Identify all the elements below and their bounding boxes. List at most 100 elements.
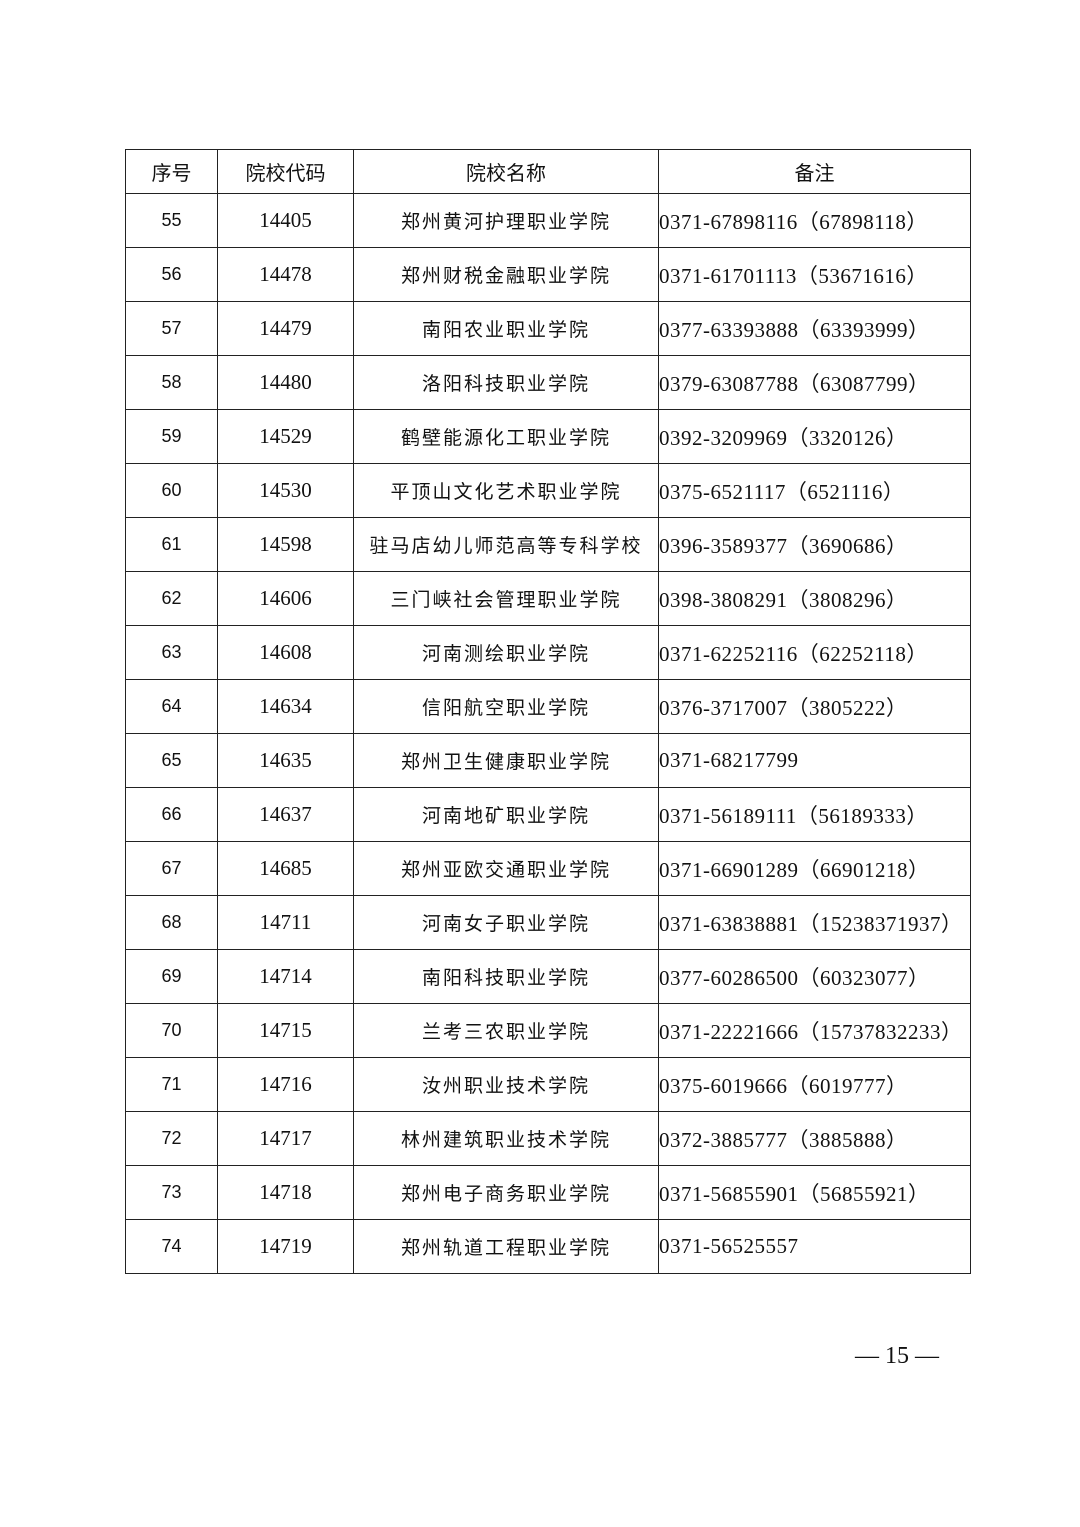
- table-row: 62 14606 三门峡社会管理职业学院 0398-3808291（3808296）: [125, 571, 971, 626]
- header-name: 院校名称: [353, 149, 659, 194]
- college-name: 平顶山文化艺术职业学院: [353, 463, 659, 518]
- table-header-row: 序号 院校代码 院校名称 备注: [125, 149, 971, 194]
- contact-note: 0372-3885777（3885888）: [658, 1111, 971, 1166]
- table-row: 66 14637 河南地矿职业学院 0371-56189111（56189333）: [125, 787, 971, 842]
- row-index: 69: [125, 949, 218, 1004]
- row-index: 67: [125, 841, 218, 896]
- contact-note: 0377-63393888（63393999）: [658, 301, 971, 356]
- college-code: 14711: [217, 895, 354, 950]
- table-row: 64 14634 信阳航空职业学院 0376-3717007（3805222）: [125, 679, 971, 734]
- college-name: 鹤壁能源化工职业学院: [353, 409, 659, 464]
- table-row: 71 14716 汝州职业技术学院 0375-6019666（6019777）: [125, 1057, 971, 1112]
- contact-note: 0371-68217799: [658, 733, 971, 788]
- row-index: 61: [125, 517, 218, 572]
- college-name: 兰考三农职业学院: [353, 1003, 659, 1058]
- table-row: 61 14598 驻马店幼儿师范高等专科学校 0396-3589377（3690686…: [125, 517, 971, 572]
- row-index: 65: [125, 733, 218, 788]
- college-code: 14608: [217, 625, 354, 680]
- college-code: 14685: [217, 841, 354, 896]
- row-index: 60: [125, 463, 218, 518]
- contact-note: 0371-56189111（56189333）: [658, 787, 971, 842]
- college-name: 郑州黄河护理职业学院: [353, 193, 659, 248]
- college-name: 南阳农业职业学院: [353, 301, 659, 356]
- college-name: 郑州财税金融职业学院: [353, 247, 659, 302]
- college-code: 14718: [217, 1165, 354, 1220]
- row-index: 64: [125, 679, 218, 734]
- header-code: 院校代码: [217, 149, 354, 194]
- contact-note: 0371-66901289（66901218）: [658, 841, 971, 896]
- table-row: 57 14479 南阳农业职业学院 0377-63393888（63393999）: [125, 301, 971, 356]
- row-index: 58: [125, 355, 218, 410]
- table-row: 72 14717 林州建筑职业技术学院 0372-3885777（3885888）: [125, 1111, 971, 1166]
- contact-note: 0377-60286500（60323077）: [658, 949, 971, 1004]
- table-row: 68 14711 河南女子职业学院 0371-63838881（15238371937…: [125, 895, 971, 950]
- row-index: 63: [125, 625, 218, 680]
- college-code: 14635: [217, 733, 354, 788]
- row-index: 59: [125, 409, 218, 464]
- college-name: 河南女子职业学院: [353, 895, 659, 950]
- college-name: 三门峡社会管理职业学院: [353, 571, 659, 626]
- contact-note: 0371-61701113（53671616）: [658, 247, 971, 302]
- contact-note: 0371-56525557: [658, 1219, 971, 1274]
- table-row: 65 14635 郑州卫生健康职业学院 0371-68217799: [125, 733, 971, 788]
- college-name: 河南地矿职业学院: [353, 787, 659, 842]
- table-row: 74 14719 郑州轨道工程职业学院 0371-56525557: [125, 1219, 971, 1274]
- college-code: 14405: [217, 193, 354, 248]
- header-note: 备注: [658, 149, 971, 194]
- college-name: 郑州卫生健康职业学院: [353, 733, 659, 788]
- table-row: 60 14530 平顶山文化艺术职业学院 0375-6521117（6521116）: [125, 463, 971, 518]
- college-code: 14714: [217, 949, 354, 1004]
- college-code: 14529: [217, 409, 354, 464]
- colleges-table: 序号 院校代码 院校名称 备注 55 14405 郑州黄河护理职业学院 0371-67…: [125, 149, 971, 1274]
- table-row: 58 14480 洛阳科技职业学院 0379-63087788（63087799）: [125, 355, 971, 410]
- contact-note: 0375-6019666（6019777）: [658, 1057, 971, 1112]
- table-row: 67 14685 郑州亚欧交通职业学院 0371-66901289（66901218）: [125, 841, 971, 896]
- college-name: 林州建筑职业技术学院: [353, 1111, 659, 1166]
- row-index: 71: [125, 1057, 218, 1112]
- contact-note: 0371-62252116（62252118）: [658, 625, 971, 680]
- college-name: 汝州职业技术学院: [353, 1057, 659, 1112]
- row-index: 57: [125, 301, 218, 356]
- college-code: 14715: [217, 1003, 354, 1058]
- contact-note: 0398-3808291（3808296）: [658, 571, 971, 626]
- college-code: 14480: [217, 355, 354, 410]
- row-index: 56: [125, 247, 218, 302]
- college-name: 信阳航空职业学院: [353, 679, 659, 734]
- college-code: 14478: [217, 247, 354, 302]
- row-index: 62: [125, 571, 218, 626]
- college-name: 洛阳科技职业学院: [353, 355, 659, 410]
- contact-note: 0371-22221666（15737832233）: [658, 1003, 971, 1058]
- row-index: 66: [125, 787, 218, 842]
- contact-note: 0371-63838881（15238371937）: [658, 895, 971, 950]
- table-row: 55 14405 郑州黄河护理职业学院 0371-67898116（67898118）: [125, 193, 971, 248]
- college-code: 14530: [217, 463, 354, 518]
- college-code: 14479: [217, 301, 354, 356]
- college-name: 驻马店幼儿师范高等专科学校: [353, 517, 659, 572]
- table-row: 70 14715 兰考三农职业学院 0371-22221666（15737832233…: [125, 1003, 971, 1058]
- college-code: 14606: [217, 571, 354, 626]
- college-code: 14637: [217, 787, 354, 842]
- row-index: 68: [125, 895, 218, 950]
- college-code: 14598: [217, 517, 354, 572]
- row-index: 70: [125, 1003, 218, 1058]
- college-name: 南阳科技职业学院: [353, 949, 659, 1004]
- college-code: 14717: [217, 1111, 354, 1166]
- row-index: 72: [125, 1111, 218, 1166]
- college-code: 14716: [217, 1057, 354, 1112]
- row-index: 74: [125, 1219, 218, 1274]
- contact-note: 0376-3717007（3805222）: [658, 679, 971, 734]
- contact-note: 0375-6521117（6521116）: [658, 463, 971, 518]
- table-row: 56 14478 郑州财税金融职业学院 0371-61701113（53671616）: [125, 247, 971, 302]
- contact-note: 0371-67898116（67898118）: [658, 193, 971, 248]
- college-name: 河南测绘职业学院: [353, 625, 659, 680]
- college-name: 郑州轨道工程职业学院: [353, 1219, 659, 1274]
- college-code: 14634: [217, 679, 354, 734]
- college-name: 郑州亚欧交通职业学院: [353, 841, 659, 896]
- header-index: 序号: [125, 149, 218, 194]
- table-row: 63 14608 河南测绘职业学院 0371-62252116（62252118）: [125, 625, 971, 680]
- contact-note: 0379-63087788（63087799）: [658, 355, 971, 410]
- college-name: 郑州电子商务职业学院: [353, 1165, 659, 1220]
- page-number: — 15 —: [855, 1343, 939, 1369]
- table-row: 59 14529 鹤壁能源化工职业学院 0392-3209969（3320126）: [125, 409, 971, 464]
- table-body: 55 14405 郑州黄河护理职业学院 0371-67898116（67898118）…: [125, 193, 971, 1274]
